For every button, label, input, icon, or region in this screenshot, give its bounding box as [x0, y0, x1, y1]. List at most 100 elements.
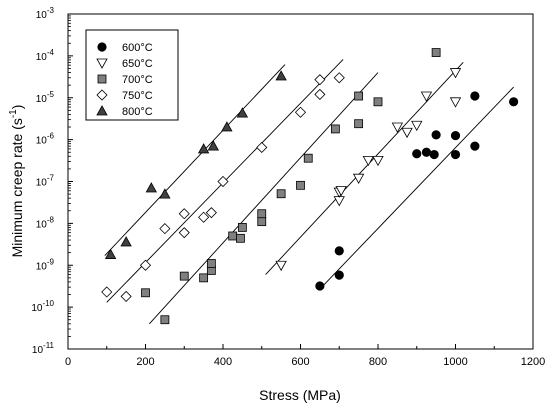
data-point — [221, 121, 233, 132]
data-point — [104, 248, 117, 259]
y-tick-label: 10-3 — [36, 6, 55, 21]
data-point — [315, 281, 325, 291]
data-point — [145, 182, 157, 193]
data-point — [276, 189, 286, 199]
y-axis: 10-11 10-10 10-9 10-8 10-7 10-6 10-5 10-4 10-3 — [31, 6, 73, 356]
y-axis-label: Minimum creep rate (s-1) — [8, 105, 25, 258]
data-point — [257, 217, 267, 227]
data-point — [206, 259, 216, 268]
data-point — [236, 233, 245, 243]
y-tick-label: 10-4 — [36, 48, 55, 63]
y-tick-label: 10-9 — [36, 257, 55, 272]
y-tick-label: 10-10 — [31, 299, 54, 314]
data-point — [160, 315, 170, 325]
legend-label: 700°C — [122, 74, 153, 86]
data-point — [412, 149, 422, 159]
data-point — [449, 97, 462, 108]
data-point — [450, 130, 461, 141]
y-axis-label-main: Minimum creep rate (s — [9, 118, 25, 257]
data-point — [139, 259, 152, 271]
legend-label: 650°C — [122, 58, 153, 70]
y-tick-label: 10-11 — [32, 341, 55, 356]
data-point — [275, 260, 287, 272]
data-point — [217, 175, 229, 188]
data-point — [199, 273, 209, 283]
legend-marker — [96, 58, 108, 69]
data-point — [303, 153, 313, 163]
data-point — [449, 68, 462, 79]
data-point — [101, 286, 113, 298]
y-tick-label: 10-6 — [36, 132, 55, 147]
data-point — [294, 106, 307, 118]
data-point — [420, 91, 433, 102]
data-point — [178, 208, 190, 220]
data-point — [362, 155, 374, 167]
data-point — [509, 97, 519, 107]
y-axis-label-end: ) — [9, 105, 25, 110]
data-point — [333, 196, 345, 207]
data-point — [237, 223, 247, 232]
data-point — [159, 188, 171, 199]
data-point — [334, 246, 344, 256]
x-tick-label: 1200 — [521, 356, 545, 368]
data-point — [314, 88, 326, 100]
legend-marker — [97, 42, 107, 52]
data-point — [354, 119, 364, 129]
data-point — [178, 227, 190, 239]
data-point — [335, 186, 347, 197]
data-point — [373, 97, 383, 107]
legend-marker — [97, 74, 107, 84]
fit-line — [149, 72, 379, 325]
data-point — [470, 141, 480, 151]
data-point — [352, 173, 365, 185]
data-point — [330, 124, 340, 134]
data-point — [431, 130, 441, 140]
x-tick-label: 600 — [291, 356, 309, 368]
data-point — [179, 271, 189, 281]
data-point — [450, 149, 461, 160]
data-point — [275, 70, 287, 81]
data-point — [236, 107, 249, 118]
y-tick-label: 10-7 — [36, 174, 55, 189]
x-axis: 0 200 400 600 800 1000 1200 — [65, 344, 545, 368]
data-point — [429, 149, 439, 160]
data-point — [470, 91, 480, 101]
data-point — [207, 140, 219, 151]
data-point — [421, 147, 432, 157]
data-point — [372, 155, 384, 167]
legend-marker — [96, 105, 108, 116]
fit-line — [319, 86, 514, 290]
x-tick-label: 200 — [136, 356, 154, 368]
x-tick-label: 400 — [214, 356, 232, 368]
data-point — [141, 288, 150, 298]
data-point — [333, 72, 345, 84]
data-point — [401, 127, 413, 139]
data-point — [411, 120, 423, 132]
data-point — [314, 74, 326, 86]
data-point — [120, 236, 132, 247]
x-tick-label: 0 — [65, 356, 71, 368]
data-point — [296, 180, 305, 190]
data-point — [334, 270, 344, 280]
data-points — [101, 48, 519, 325]
data-point — [205, 207, 217, 219]
legend: 600°C 650°C 700°C 750°C 800°C — [85, 29, 179, 121]
data-point — [391, 122, 404, 133]
data-point — [198, 211, 210, 223]
legend-label: 600°C — [122, 42, 153, 54]
x-tick-label: 800 — [369, 356, 387, 368]
data-point — [256, 141, 268, 154]
fit-line — [104, 64, 286, 256]
data-point — [354, 91, 364, 101]
data-point — [197, 143, 210, 154]
data-point — [120, 290, 132, 303]
data-point — [257, 209, 267, 219]
y-tick-label: 10-8 — [36, 215, 55, 230]
data-point — [228, 231, 238, 241]
y-tick-label: 10-5 — [36, 90, 55, 105]
x-axis-label: Stress (MPa) — [259, 387, 341, 403]
legend-label: 800°C — [122, 106, 153, 118]
data-point — [431, 48, 441, 57]
y-axis-label-sup: -1 — [8, 109, 19, 118]
